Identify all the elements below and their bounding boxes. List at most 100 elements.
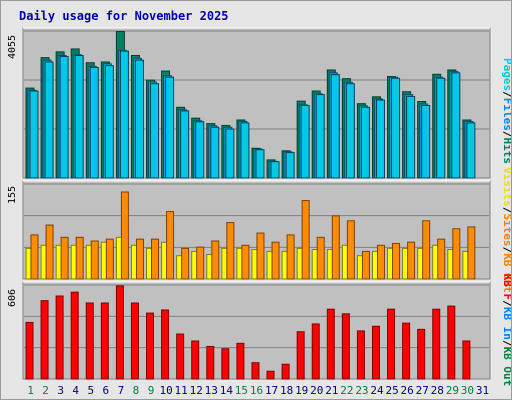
- pages-bar: [436, 77, 446, 179]
- kbf-bar: [100, 302, 109, 380]
- pages-bar: [285, 152, 295, 179]
- pages-bar: [225, 128, 235, 179]
- sites-bar: [376, 244, 385, 280]
- pages-bar: [300, 104, 310, 179]
- legend-separator: /: [501, 91, 511, 98]
- pages-bar: [44, 61, 54, 179]
- kbf-bar: [417, 328, 426, 380]
- bottom-ymax-label: 606: [7, 289, 18, 307]
- day-label: 10: [159, 384, 172, 397]
- legend-separator: /: [501, 340, 511, 347]
- kbf-bar: [281, 363, 290, 380]
- sites-bar: [30, 234, 39, 280]
- kbf-bar: [462, 340, 471, 380]
- day-label: 29: [446, 384, 459, 397]
- pages-bar: [391, 77, 401, 179]
- sites-bar: [286, 234, 295, 280]
- sites-bar: [452, 228, 461, 280]
- sites-bar: [60, 236, 69, 280]
- pages-bar: [195, 121, 205, 179]
- legend-separator: /: [501, 300, 511, 307]
- sites-bar: [316, 236, 325, 280]
- day-label: 22: [340, 384, 353, 397]
- sites-bar: [407, 241, 416, 280]
- pages-bar: [134, 59, 144, 179]
- pages-bar: [270, 161, 280, 179]
- kbf-bar: [176, 333, 185, 380]
- day-label: 3: [57, 384, 64, 397]
- legend-item: Hits: [501, 138, 511, 165]
- pages-bar: [330, 74, 340, 179]
- sites-bar: [75, 236, 84, 280]
- day-label: 4: [72, 384, 79, 397]
- sites-bar: [105, 238, 114, 280]
- pages-bar: [104, 65, 114, 179]
- day-label: 15: [235, 384, 248, 397]
- pages-bar: [119, 50, 129, 179]
- day-label: 6: [103, 384, 110, 397]
- pages-bar: [451, 72, 461, 179]
- day-label: 9: [148, 384, 155, 397]
- legend-item: Sites: [501, 213, 511, 246]
- sites-bar: [196, 246, 205, 280]
- kbf-bar: [40, 300, 49, 380]
- kbf-bar: [85, 302, 94, 380]
- kbf-bar: [326, 308, 335, 380]
- sites-bar: [135, 238, 144, 280]
- day-label: 23: [355, 384, 368, 397]
- middle-ymax-label: 155: [7, 186, 18, 204]
- sites-bar: [467, 226, 476, 280]
- kbf-bar: [221, 348, 230, 380]
- day-label: 13: [205, 384, 218, 397]
- middle-legend-text: Visits/Sites/KB Out: [501, 167, 511, 293]
- day-label: 8: [133, 384, 140, 397]
- legend-item: KB Out: [501, 347, 511, 387]
- kbf-bar: [25, 321, 34, 380]
- kbf-bar: [70, 291, 79, 380]
- kbf-bar: [432, 308, 441, 380]
- day-label: 17: [265, 384, 278, 397]
- pages-bar: [466, 122, 476, 179]
- day-label: 7: [118, 384, 125, 397]
- pages-bar: [89, 66, 99, 179]
- day-label: 31: [476, 384, 489, 397]
- sites-bar: [256, 232, 265, 280]
- top-ymax-label: 4055: [7, 35, 18, 59]
- legend-item: Visits: [501, 167, 511, 207]
- kbf-bar: [55, 295, 64, 380]
- day-label: 26: [401, 384, 414, 397]
- legend-item: Files: [501, 98, 511, 131]
- sites-bar: [151, 238, 160, 280]
- middle-legend: Visits/Sites/KB Out: [501, 167, 511, 293]
- kbf-bar: [371, 325, 380, 380]
- top-legend-text: Pages/Files/Hits: [501, 58, 511, 164]
- day-label: 2: [42, 384, 49, 397]
- pages-bar: [165, 76, 175, 179]
- kbf-bar: [296, 331, 305, 380]
- day-label: 25: [385, 384, 398, 397]
- chart-title: Daily usage for November 2025: [19, 9, 229, 23]
- kbf-bar: [130, 302, 139, 380]
- legend-item: KB In: [501, 307, 511, 340]
- legend-item: KB F: [501, 274, 511, 301]
- kbf-bar: [115, 285, 124, 380]
- kbf-bar: [266, 370, 275, 380]
- pages-bar: [360, 106, 370, 179]
- sites-bar: [166, 211, 175, 280]
- day-label: 14: [220, 384, 234, 397]
- pages-bar: [59, 56, 69, 179]
- sites-bar: [45, 224, 54, 280]
- pages-bar: [406, 95, 416, 179]
- sites-bar: [241, 244, 250, 280]
- sites-bar: [346, 220, 355, 280]
- sites-bar: [331, 215, 340, 280]
- legend-separator: /: [501, 131, 511, 138]
- pages-bar: [375, 99, 385, 179]
- day-label: 24: [370, 384, 384, 397]
- kbf-bar: [341, 313, 350, 380]
- kbf-bar: [311, 323, 320, 380]
- pages-bar: [315, 94, 325, 179]
- day-label: 20: [310, 384, 323, 397]
